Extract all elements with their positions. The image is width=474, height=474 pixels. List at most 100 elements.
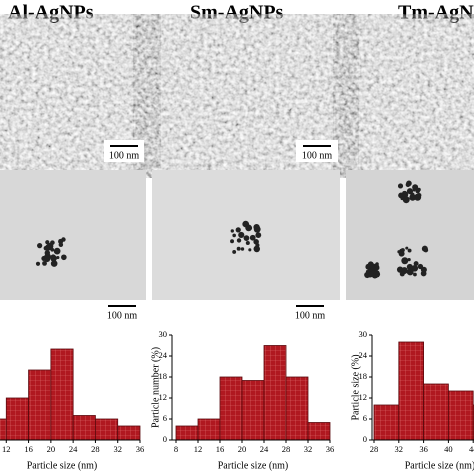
y-tick-label: 0 bbox=[363, 434, 367, 444]
particle bbox=[374, 264, 379, 268]
x-tick-label: 12 bbox=[2, 444, 11, 454]
x-tick-label: 20 bbox=[238, 444, 247, 454]
bar bbox=[28, 369, 52, 441]
x-tick-label: 24 bbox=[260, 444, 269, 454]
bar bbox=[0, 418, 7, 441]
particle bbox=[50, 247, 55, 252]
particle bbox=[253, 239, 259, 245]
particle bbox=[417, 263, 424, 270]
particle bbox=[365, 269, 369, 274]
tem-image bbox=[0, 170, 146, 300]
panel-title: Tm-AgNPs bbox=[398, 2, 474, 24]
x-tick-label: 8 bbox=[174, 444, 178, 454]
y-tick-label: 30 bbox=[359, 329, 368, 339]
x-tick-label: 36 bbox=[419, 444, 428, 454]
x-tick-label: 12 bbox=[194, 444, 203, 454]
scale-label: 100 nm bbox=[109, 150, 140, 161]
x-tick-label: 28 bbox=[370, 444, 379, 454]
x-axis-label: Particle size (nm) bbox=[218, 460, 289, 471]
particle bbox=[368, 271, 374, 278]
sem-image bbox=[346, 28, 474, 164]
y-tick-label: 18 bbox=[159, 371, 168, 381]
x-tick-label: 16 bbox=[216, 444, 225, 454]
scale-label: 100 nm bbox=[295, 310, 326, 321]
particle bbox=[235, 227, 241, 233]
x-tick-label: 16 bbox=[24, 444, 33, 454]
y-axis-label: Particle size (%) bbox=[350, 354, 361, 420]
x-tick-label: 32 bbox=[304, 444, 313, 454]
tem-image bbox=[152, 170, 340, 300]
particle bbox=[240, 247, 245, 251]
bar bbox=[447, 390, 474, 441]
particle bbox=[253, 225, 261, 233]
bar bbox=[263, 345, 287, 441]
particle bbox=[399, 271, 405, 277]
y-axis-label: Particle number (%) bbox=[150, 347, 161, 428]
particle bbox=[405, 246, 409, 250]
particle bbox=[402, 190, 408, 196]
particle bbox=[37, 243, 43, 249]
y-tick-label: 30 bbox=[159, 329, 168, 339]
x-tick-label: 44 bbox=[469, 444, 474, 454]
x-tick-label: 36 bbox=[136, 444, 145, 454]
particle bbox=[238, 231, 245, 239]
x-tick-label: 40 bbox=[444, 444, 453, 454]
bar bbox=[398, 341, 424, 441]
panel-title: Al-AgNPs bbox=[8, 2, 94, 24]
particle bbox=[248, 248, 252, 252]
particle bbox=[411, 264, 419, 272]
bar bbox=[95, 418, 119, 441]
bar bbox=[175, 425, 199, 441]
particle bbox=[416, 192, 422, 198]
x-tick-label: 36 bbox=[326, 444, 335, 454]
particle bbox=[423, 247, 429, 253]
particle bbox=[409, 194, 416, 201]
scale-label: 100 nm bbox=[107, 310, 138, 321]
particle bbox=[407, 188, 413, 194]
y-tick-label: 12 bbox=[359, 392, 368, 402]
particle bbox=[407, 258, 411, 262]
particle bbox=[232, 249, 237, 254]
particle bbox=[61, 254, 67, 261]
particle bbox=[242, 220, 250, 228]
particle bbox=[400, 248, 405, 253]
y-tick-label: 6 bbox=[363, 413, 367, 423]
panel-title: Sm-AgNPs bbox=[190, 2, 284, 24]
y-tick-label: 24 bbox=[159, 350, 168, 360]
y-tick-label: 6 bbox=[163, 413, 167, 423]
particle bbox=[50, 260, 58, 267]
bar bbox=[197, 418, 221, 441]
bar bbox=[241, 380, 265, 441]
x-tick-label: 20 bbox=[47, 444, 56, 454]
bar bbox=[5, 397, 29, 441]
bar bbox=[219, 376, 243, 441]
particle bbox=[61, 237, 66, 242]
y-tick-label: 12 bbox=[159, 392, 168, 402]
particle bbox=[401, 257, 409, 265]
particle bbox=[50, 255, 57, 262]
bar bbox=[117, 425, 141, 441]
particle bbox=[236, 246, 241, 251]
bar bbox=[72, 415, 96, 441]
x-tick-label: 24 bbox=[69, 444, 78, 454]
y-tick-label: 18 bbox=[359, 371, 368, 381]
particle bbox=[50, 240, 55, 245]
x-axis-label: Particle size (nm) bbox=[405, 460, 474, 471]
particle bbox=[406, 268, 414, 276]
particle bbox=[245, 240, 250, 246]
bar bbox=[423, 383, 449, 441]
particle bbox=[255, 243, 260, 248]
particle bbox=[35, 261, 41, 266]
particle bbox=[412, 184, 419, 191]
particle bbox=[53, 247, 61, 255]
bar bbox=[285, 376, 309, 441]
x-tick-label: 28 bbox=[282, 444, 291, 454]
particle bbox=[364, 271, 371, 279]
y-tick-label: 0 bbox=[163, 434, 167, 444]
x-tick-label: 28 bbox=[91, 444, 100, 454]
sem-images: 100 nm 100 nm bbox=[0, 28, 474, 164]
particle bbox=[397, 183, 404, 189]
particle bbox=[232, 233, 236, 238]
particle bbox=[402, 196, 410, 204]
